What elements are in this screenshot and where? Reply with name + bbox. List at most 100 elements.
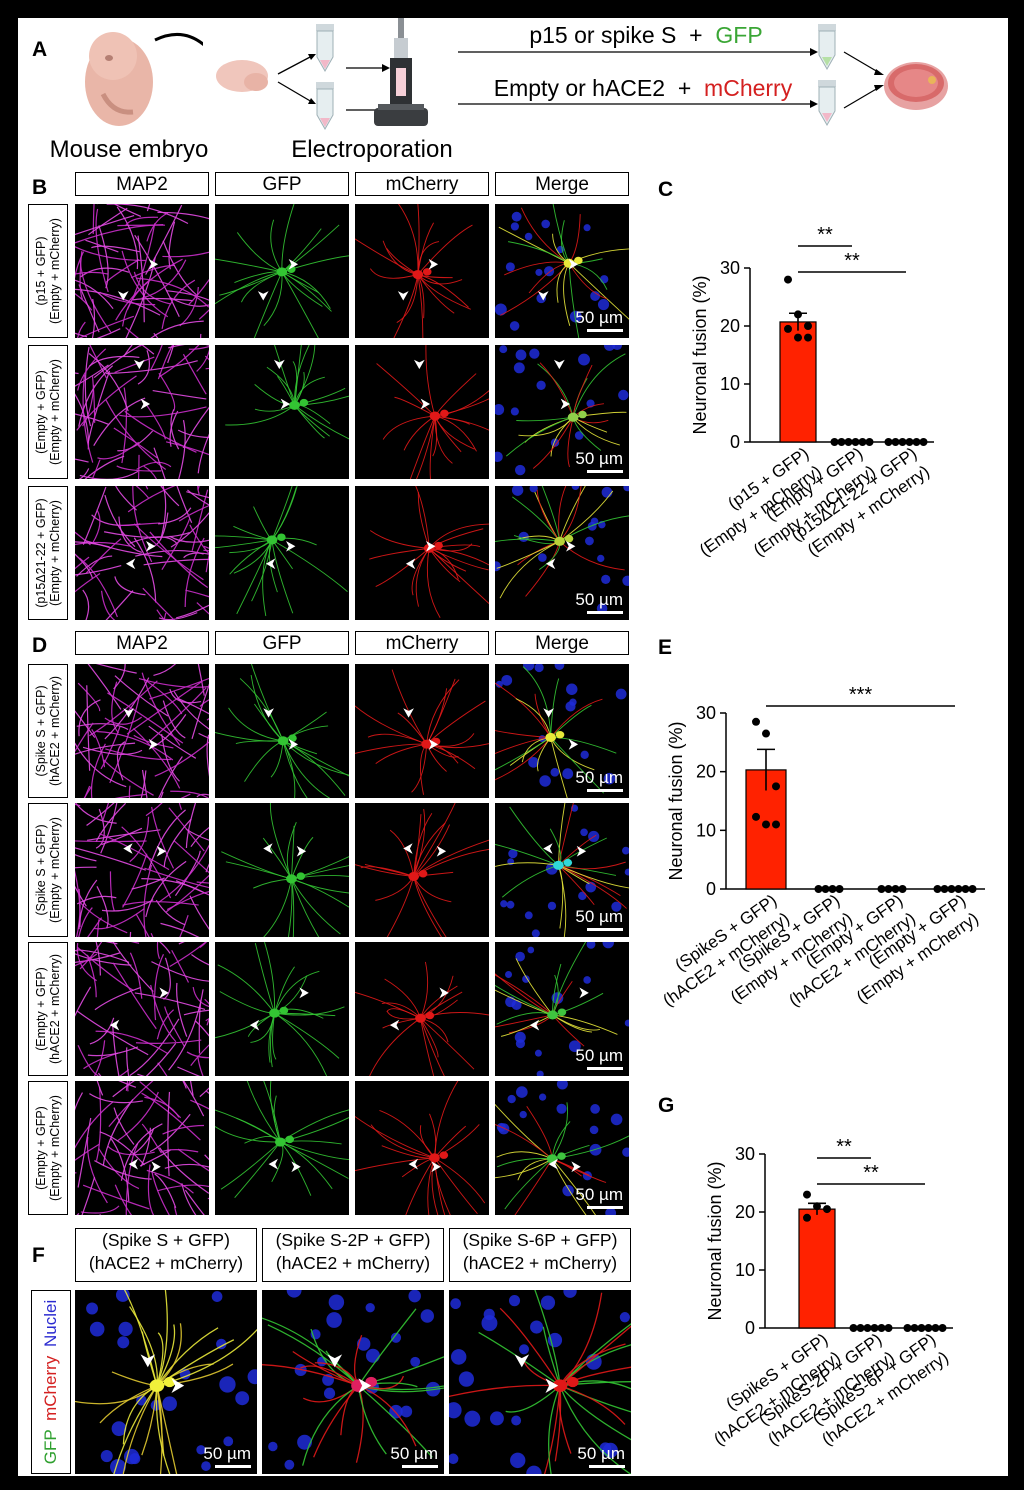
panel-letter-f: F (32, 1244, 45, 1267)
data-point (905, 438, 914, 446)
d-micrograph-gfp-row3 (215, 1081, 349, 1215)
data-point (898, 885, 907, 893)
panel-f-channel-label: GFP mCherry Nuclei (31, 1290, 71, 1474)
data-point (794, 333, 802, 342)
data-point (924, 1324, 933, 1332)
data-point (919, 438, 928, 446)
data-point (884, 885, 893, 893)
y-tick-label: 20 (735, 1202, 755, 1222)
d-micrograph-mcherry-row0 (355, 664, 489, 798)
scale-bar-label: 50 µm (575, 1046, 623, 1065)
scale-bar-line (587, 329, 623, 332)
y-tick-label: 10 (735, 1260, 755, 1280)
f-col-header-line1: (Spike S-6P + GFP) (462, 1230, 618, 1250)
data-point (931, 1324, 940, 1332)
b-micrograph-merge-row2: 50 µm (495, 486, 629, 620)
data-point (858, 438, 867, 446)
f-col-header-line2: (hACE2 + mCherry) (275, 1253, 431, 1273)
brain-tissue-illustration (216, 60, 268, 92)
panel-letter-d: D (32, 634, 48, 657)
data-point (903, 1324, 912, 1332)
b-col-header-3: Merge (495, 172, 629, 196)
d-row-label-text-0: (Spike S + GFP) (hACE2 + mCherry) (34, 676, 62, 786)
b-micrograph-mcherry-row1 (355, 345, 489, 479)
data-point (954, 885, 963, 893)
significance-label: ** (844, 250, 860, 272)
b-col-header-2: mCherry (355, 172, 489, 196)
electroporation-label: Electroporation (291, 136, 453, 163)
b-micrograph-map2-row2 (75, 486, 209, 620)
d-micrograph-map2-row2 (75, 942, 209, 1076)
f-col-header-1: (Spike S-2P + GFP) (hACE2 + mCherry) (262, 1228, 444, 1282)
data-point (865, 438, 874, 446)
mcherry-channel-label: mCherry (41, 1355, 60, 1421)
scale-bar-label: 50 µm (575, 449, 623, 468)
d-row-label-line2: (hACE2 + mCherry) (48, 675, 62, 787)
panel-letter-b: B (32, 176, 48, 199)
scale-bar-line (402, 1465, 438, 1468)
y-tick-label: 0 (706, 879, 716, 899)
significance-label: ** (836, 1136, 852, 1158)
figure-page: A Mouse e (18, 18, 1008, 1476)
d-col-header-3: Merge (495, 631, 629, 655)
d-row-label-line1: (Empty + GFP) (34, 1106, 48, 1190)
data-point (877, 885, 886, 893)
scale-bar-label: 50 µm (577, 1444, 625, 1463)
d-row-label-1: (Spike S + GFP) (Empty + mCherry) (28, 803, 68, 937)
y-axis-label: Neuronal fusion (%) (705, 1161, 725, 1320)
mcherry-text: mCherry (704, 75, 793, 101)
b-row-label-line1: (p15Δ21-22 + GFP) (34, 498, 48, 608)
split-arrows (277, 54, 316, 104)
condition-2-label: Empty or hACE2 + mCherry (458, 75, 828, 102)
scale-bar-line (215, 1465, 251, 1468)
b-row-label-text-0: (p15 + GFP) (Empty + mCherry) (34, 218, 62, 324)
data-point (835, 885, 844, 893)
b-row-label-text-1: (Empty + GFP) (Empty + mCherry) (34, 359, 62, 465)
d-row-label-0: (Spike S + GFP) (hACE2 + mCherry) (28, 664, 68, 798)
d-row-label-line2: (Empty + mCherry) (48, 817, 62, 923)
data-point (821, 885, 830, 893)
scale-bar-label: 50 µm (390, 1444, 438, 1463)
y-tick-label: 0 (745, 1318, 755, 1338)
b-micrograph-merge-row0: 50 µm (495, 204, 629, 338)
d-scale-bar-row1: 50 µm (575, 907, 623, 931)
gfp-channel-label: GFP (41, 1429, 60, 1465)
y-tick-label: 10 (696, 820, 716, 840)
scale-bar-label: 50 µm (203, 1444, 251, 1463)
data-point (940, 885, 949, 893)
data-point (870, 1324, 879, 1332)
f-col-header-2: (Spike S-6P + GFP) (hACE2 + mCherry) (449, 1228, 631, 1282)
data-point (863, 1324, 872, 1332)
data-point (884, 438, 893, 446)
data-point (938, 1324, 947, 1332)
data-point (752, 812, 760, 821)
b-col-header-0: MAP2 (75, 172, 209, 196)
d-micrograph-mcherry-row3 (355, 1081, 489, 1215)
condition-1-prefix: p15 or spike S + (529, 22, 716, 48)
scale-bar-line (587, 611, 623, 614)
data-point (898, 438, 907, 446)
culture-dish-illustration (884, 62, 948, 110)
f-micrograph-2: 50 µm (449, 1290, 631, 1474)
mouse-embryo-illustration (85, 32, 203, 126)
data-point (912, 438, 921, 446)
error-bar (757, 748, 775, 791)
f-col-header-line2: (hACE2 + mCherry) (88, 1253, 244, 1273)
bar (779, 321, 817, 443)
data-point (823, 1205, 831, 1214)
tube-icons (316, 24, 334, 131)
d-row-label-2: (Empty + GFP) (hACE2 + mCherry) (28, 942, 68, 1076)
data-point (803, 1190, 811, 1199)
panel-letter-c: C (658, 178, 674, 201)
b-scale-bar-row1: 50 µm (575, 449, 623, 473)
f-col-header-line2: (hACE2 + mCherry) (462, 1253, 618, 1273)
y-tick-label: 20 (720, 316, 740, 336)
scale-bar-label: 50 µm (575, 590, 623, 609)
b-micrograph-mcherry-row0 (355, 204, 489, 338)
data-point (877, 1324, 886, 1332)
panel-letter-e: E (658, 636, 673, 659)
b-row-label-0: (p15 + GFP) (Empty + mCherry) (28, 204, 68, 338)
y-tick-label: 30 (735, 1144, 755, 1164)
